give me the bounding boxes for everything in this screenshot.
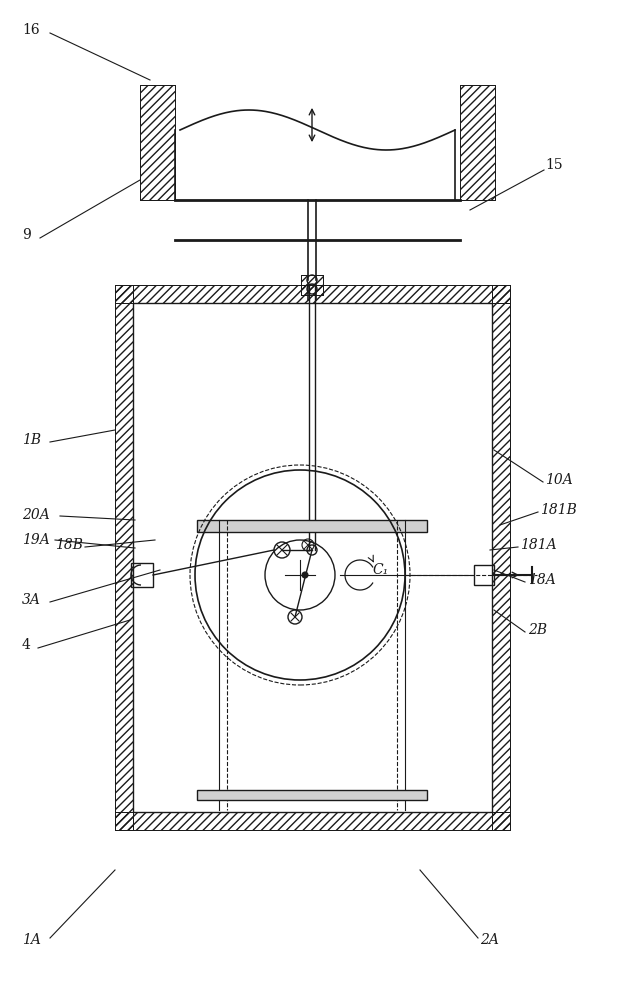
Bar bbox=[197, 790, 427, 800]
Text: 15: 15 bbox=[545, 158, 563, 172]
Bar bbox=[301, 275, 323, 295]
Bar bbox=[115, 812, 510, 830]
Bar bbox=[474, 565, 494, 585]
Bar bbox=[115, 285, 133, 830]
Bar bbox=[133, 303, 492, 812]
Text: 2B: 2B bbox=[528, 623, 547, 637]
Text: 4: 4 bbox=[22, 638, 31, 652]
Bar bbox=[460, 85, 495, 200]
Text: 1A: 1A bbox=[22, 933, 41, 947]
Text: 16: 16 bbox=[22, 23, 40, 37]
Bar bbox=[460, 85, 495, 200]
Bar bbox=[301, 275, 323, 295]
Bar bbox=[115, 285, 510, 303]
Bar bbox=[115, 285, 133, 830]
Text: 181A: 181A bbox=[520, 538, 556, 552]
Bar bbox=[492, 285, 510, 830]
Text: 18B: 18B bbox=[55, 538, 83, 552]
Bar bbox=[115, 285, 510, 303]
Text: 19A: 19A bbox=[22, 533, 50, 547]
Text: 181B: 181B bbox=[540, 503, 577, 517]
Bar bbox=[492, 285, 510, 830]
Text: 10A: 10A bbox=[545, 473, 573, 487]
Bar bbox=[197, 520, 427, 532]
Text: 18A: 18A bbox=[528, 573, 556, 587]
Bar bbox=[131, 563, 153, 587]
Bar bbox=[140, 85, 175, 200]
Circle shape bbox=[302, 572, 308, 578]
Text: 20A: 20A bbox=[22, 508, 50, 522]
Text: 9: 9 bbox=[22, 228, 31, 242]
Text: 1B: 1B bbox=[22, 433, 41, 447]
Bar bbox=[115, 812, 510, 830]
Text: C₁: C₁ bbox=[372, 563, 388, 577]
Bar bbox=[140, 85, 175, 200]
Text: 2A: 2A bbox=[480, 933, 499, 947]
Text: 3A: 3A bbox=[22, 593, 41, 607]
